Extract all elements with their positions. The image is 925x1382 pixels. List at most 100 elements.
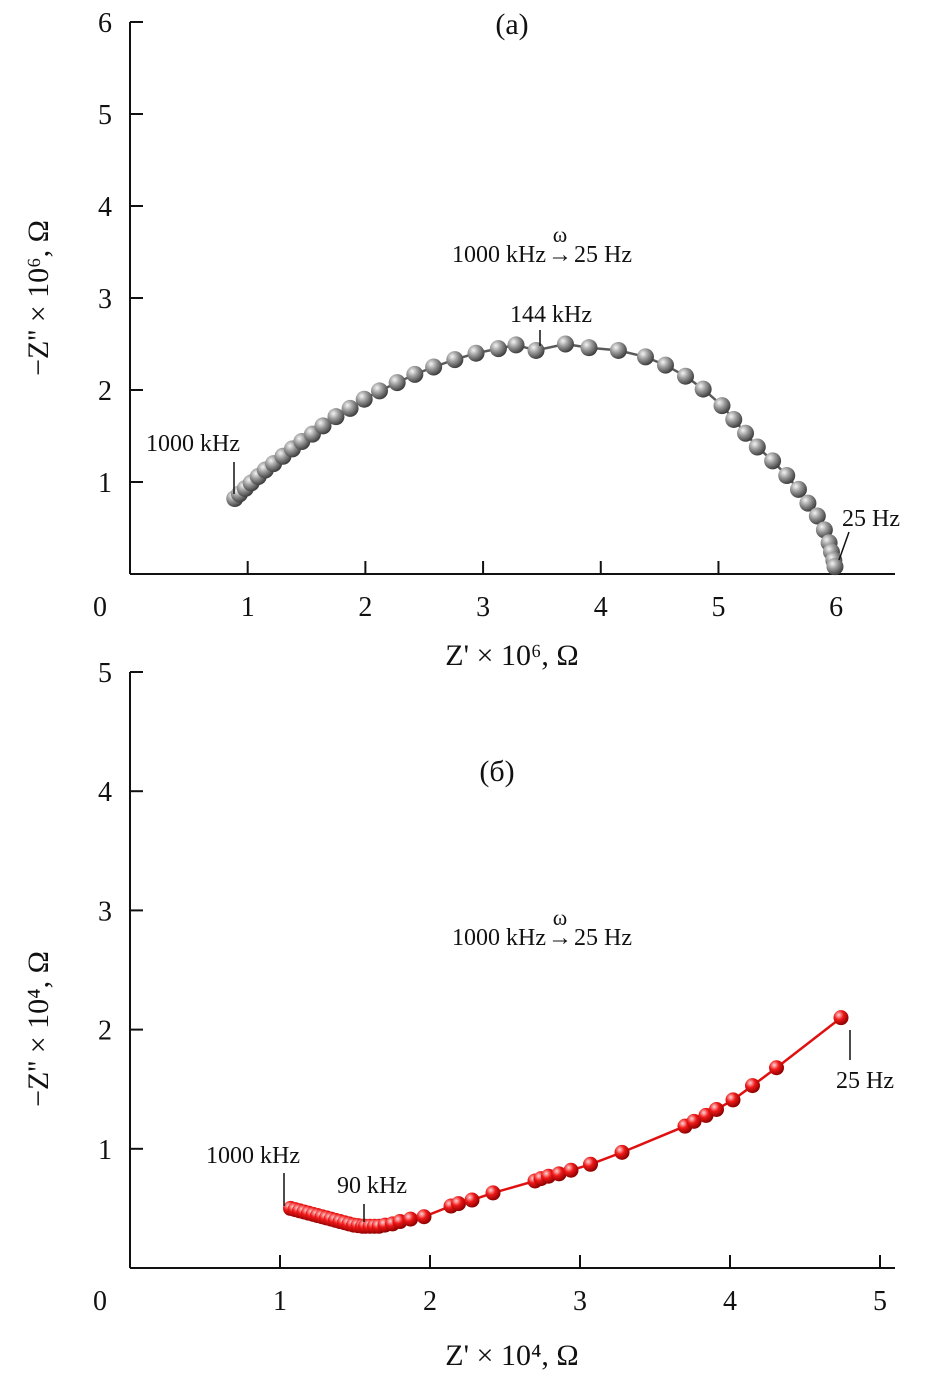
panel-label-b: (б) [479,755,514,788]
annotation-leader-a [838,531,850,561]
x-tick-label-a: 6 [829,592,843,623]
x-tick-label-b: 4 [723,1286,737,1317]
x-tick-label-a: 4 [594,592,608,623]
data-point-b [614,1144,630,1160]
data-point-a [808,507,826,525]
data-point-a [341,399,359,417]
x-tick-label-a: 5 [711,592,725,623]
data-point-a [748,438,766,456]
data-point-a [737,424,755,442]
y-tick-label-a: 1 [98,468,112,499]
data-point-a [815,521,833,539]
data-point-a [799,494,817,512]
freq-range-to-b: 25 Hz [574,925,632,951]
frequency-range-b: 1000 kHz → 25 Hz ω [452,905,632,951]
y-tick-label-b: 5 [98,658,112,689]
y-tick-labels-b: 1 2 3 4 5 [98,658,112,1166]
freq-range-from-b: 1000 kHz [452,925,546,951]
y-tick-label-b: 1 [98,1135,112,1166]
data-point-a [314,417,332,435]
y-tick-label-a: 4 [98,192,112,223]
origin-label-a: 0 [93,592,107,623]
chart-panel-a: 1 2 3 4 5 6 1 2 3 4 5 6 0 Z' × 10⁶, Ω −Z'' × 10⁶, … [22,8,900,672]
frequency-range-a: 1000 kHz → 25 Hz ω [452,222,632,268]
data-point-b [485,1185,501,1201]
y-tick-label-b: 2 [98,1016,112,1047]
data-point-a [527,341,545,359]
data-point-a [371,382,389,400]
data-series-a [226,335,844,576]
x-tick-label-b: 3 [573,1286,587,1317]
data-point-b [725,1092,741,1108]
data-point-a [388,374,406,392]
panel-label-a: (a) [495,8,528,41]
data-point-b [745,1078,760,1094]
x-tick-label-a: 3 [476,592,490,623]
omega-symbol-b: ω [553,905,567,930]
annotation-label-b: 1000 kHz [206,1143,300,1169]
y-tick-label-a: 5 [98,100,112,131]
x-tick-label-a: 2 [358,592,372,623]
data-point-a [489,340,507,358]
data-point-a [713,397,731,415]
annotation-label-a: 25 Hz [842,506,900,532]
data-point-b [709,1101,724,1117]
data-point-a [657,356,674,374]
data-point-a [556,335,574,353]
annotation-label-a: 144 kHz [510,302,592,328]
data-point-a [507,336,525,354]
data-point-a [467,344,485,362]
x-tick-label-a: 1 [241,592,255,623]
data-point-b [769,1060,784,1076]
data-point-b [686,1113,702,1129]
y-tick-label-b: 3 [98,896,112,927]
data-point-a [764,452,782,470]
data-point-a [778,467,796,485]
x-axis-title-a: Z' × 10⁶, Ω [445,639,578,672]
series-line-a [233,342,837,567]
data-point-a [725,410,743,428]
x-axis-title-b: Z' × 10⁴, Ω [445,1339,578,1372]
freq-range-to-a: 25 Hz [574,242,632,268]
data-point-b [451,1196,466,1212]
data-point-b [833,1010,849,1026]
data-point-a [580,339,598,357]
data-point-a [694,380,712,398]
annotations-b: 1000 kHz 90 kHz 25 Hz [206,1030,894,1222]
data-point-b [551,1166,567,1182]
data-point-b [563,1162,579,1178]
y-tick-label-a: 3 [98,284,112,315]
data-series-b [283,1010,849,1234]
data-point-a [446,351,464,369]
data-point-a [677,367,695,385]
y-axis-title-b: −Z'' × 10⁴, Ω [22,951,55,1107]
y-tick-labels-a: 1 2 3 4 5 6 [98,8,112,499]
data-point-a [609,341,627,359]
data-point-b [464,1192,480,1208]
freq-range-arrow-a: → [548,242,572,268]
origin-label-b: 0 [93,1286,107,1317]
data-point-a [406,365,424,383]
x-tick-label-b: 5 [873,1286,887,1317]
data-point-a [327,408,345,426]
data-point-b [416,1209,432,1225]
y-tick-label-a: 6 [98,8,112,39]
x-tick-label-b: 2 [423,1286,437,1317]
data-point-a [355,390,373,408]
data-point-a [826,558,844,576]
data-point-a [789,480,807,498]
x-tick-labels-b: 1 2 3 4 5 [273,1286,887,1317]
data-point-b [403,1211,418,1227]
y-tick-label-b: 4 [98,777,112,808]
omega-symbol-a: ω [553,222,567,247]
annotation-label-b: 90 kHz [337,1173,407,1199]
x-tick-label-b: 1 [273,1286,287,1317]
x-tick-labels-a: 1 2 3 4 5 6 [241,592,843,623]
annotation-label-b: 25 Hz [836,1068,894,1094]
axis-ticks-b [130,671,881,1268]
freq-range-from-a: 1000 kHz [452,242,546,268]
annotations-a: 1000 kHz 144 kHz 25 Hz [146,302,900,561]
annotation-label-a: 1000 kHz [146,431,240,457]
